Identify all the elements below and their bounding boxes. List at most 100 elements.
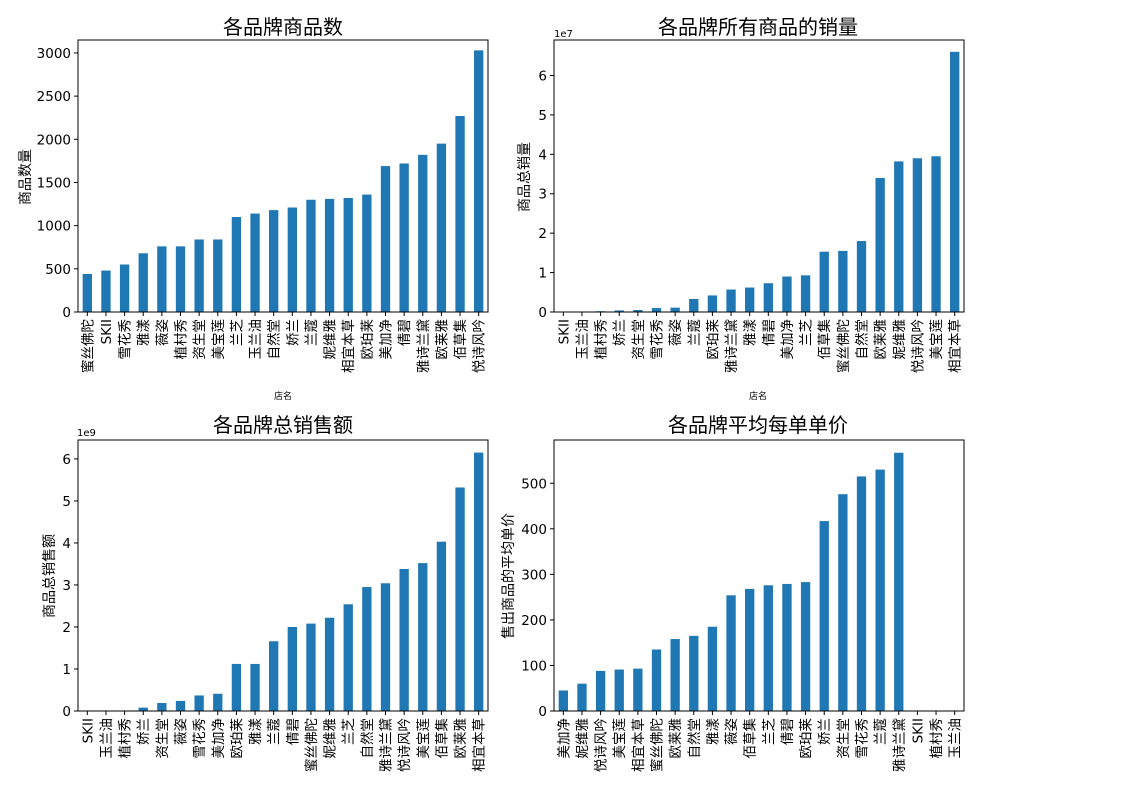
axes-frame bbox=[77, 439, 489, 712]
bar bbox=[175, 700, 186, 711]
bar bbox=[819, 521, 829, 711]
x-tick-label: 雅诗兰黛 bbox=[416, 319, 432, 373]
x-tick-label: 薇姿 bbox=[174, 718, 190, 745]
bar bbox=[726, 289, 736, 312]
x-tick-label: 倩碧 bbox=[780, 718, 796, 745]
bar bbox=[875, 469, 885, 711]
subplot-average-unit-price: 各品牌平均每单单价 售出商品的平均单价 0 100 200 300 400 500 美加净妮… bbox=[501, 413, 965, 772]
subplot-product-count: 各品牌商品数 商品数量 店名 0 500 1000 1500 2000 2500 3000 蜜… bbox=[18, 15, 489, 402]
x-tick-label: 倩碧 bbox=[761, 319, 777, 346]
x-tick-label: 娇兰 bbox=[817, 718, 833, 745]
x-tick-label: 佰草集 bbox=[817, 319, 833, 360]
bar bbox=[763, 283, 773, 312]
y-tick-label: 1000 bbox=[37, 219, 71, 235]
x-tick-label: 相宜本草 bbox=[472, 718, 488, 772]
bar bbox=[101, 270, 111, 312]
y-tick-label: 3 bbox=[538, 187, 547, 203]
y-tick-label: 2000 bbox=[37, 132, 71, 148]
x-tick-label: 欧珀莱 bbox=[705, 319, 721, 360]
y-tick-label: 1 bbox=[62, 662, 71, 678]
bar bbox=[614, 310, 624, 312]
bar bbox=[800, 582, 811, 711]
bar bbox=[157, 703, 167, 711]
bar bbox=[287, 207, 297, 312]
bar bbox=[745, 588, 755, 711]
x-tick-label: 资生堂 bbox=[631, 319, 647, 360]
bar bbox=[856, 241, 867, 312]
bar bbox=[558, 690, 568, 711]
y-tick-label: 200 bbox=[521, 613, 547, 629]
chart-title: 各品牌所有商品的销量 bbox=[658, 15, 858, 39]
x-tick-label: 雅诗兰黛 bbox=[724, 319, 740, 373]
y-tick-label: 0 bbox=[538, 704, 547, 720]
y-tick-label: 0 bbox=[62, 704, 71, 720]
axes-frame bbox=[77, 39, 489, 313]
x-tick-label: 美加净 bbox=[556, 718, 572, 759]
y-tick-label: 5 bbox=[538, 108, 547, 124]
x-tick-label: 欧莱雅 bbox=[668, 718, 684, 759]
y-tick-label: 2500 bbox=[37, 89, 71, 105]
x-tick-label: 美宝莲 bbox=[612, 718, 628, 759]
axes-frame bbox=[553, 439, 965, 712]
bar bbox=[763, 585, 773, 711]
bar bbox=[138, 707, 148, 711]
bar bbox=[138, 253, 148, 312]
x-tick-label: 雪花秀 bbox=[855, 718, 871, 759]
y-tick-label: 2 bbox=[538, 226, 547, 242]
x-tick-label: 玉兰油 bbox=[99, 718, 115, 759]
bar bbox=[399, 568, 409, 711]
bar bbox=[577, 683, 587, 711]
bar bbox=[287, 626, 297, 711]
x-tick-label: 欧珀莱 bbox=[360, 319, 376, 360]
y-tick-label: 300 bbox=[521, 567, 547, 583]
x-tick-label: 雅漾 bbox=[135, 319, 152, 346]
x-tick-label: 雅诗兰黛 bbox=[892, 718, 908, 772]
plot-area: 0 1 2 3 4 5 6 SKII 玉兰油 植村秀 娇兰 资生堂 雪花秀 薇姿 兰蔻 欧珀莱 雅诗兰黛 雅漾 倩碧… bbox=[538, 39, 965, 373]
x-tick-label: 雅漾 bbox=[247, 718, 264, 746]
x-tick-label: 相宜本草 bbox=[631, 718, 647, 772]
x-tick-label: 欧珀莱 bbox=[229, 718, 245, 759]
bar bbox=[343, 198, 353, 312]
bar bbox=[745, 287, 755, 312]
bar bbox=[324, 617, 335, 711]
bar bbox=[157, 246, 167, 312]
bar bbox=[82, 274, 92, 312]
x-tick-label: 雪花秀 bbox=[650, 319, 666, 360]
x-tick-label: 美加净 bbox=[211, 718, 227, 759]
y-axis-label: 商品总销量 bbox=[517, 142, 533, 212]
subplot-total-revenue: 各品牌总销售额 商品总销售额 1e9 0 1 2 3 4 5 6 SKII 玉兰油 植村秀 娇兰 资生… bbox=[42, 413, 489, 772]
x-tick-label: 蜜丝佛陀 bbox=[304, 718, 320, 772]
bar bbox=[250, 213, 260, 312]
x-tick-label: 悦诗风吟 bbox=[910, 319, 926, 373]
x-tick-label: 兰芝 bbox=[229, 319, 245, 346]
bar bbox=[194, 695, 204, 711]
subplot-total-sales-volume: 各品牌所有商品的销量 商品总销量 店名 1e7 0 1 2 3 4 5 6 SKII 玉兰油 植村… bbox=[517, 15, 965, 402]
y-tick-label: 6 bbox=[62, 452, 71, 468]
x-tick-label: 资生堂 bbox=[836, 718, 852, 759]
x-tick-label: 美宝莲 bbox=[929, 319, 945, 360]
x-tick-label: 植村秀 bbox=[174, 319, 190, 360]
bar bbox=[651, 308, 662, 312]
x-tick-label: 自然堂 bbox=[686, 718, 703, 759]
x-tick-label: 兰芝 bbox=[341, 718, 357, 746]
y-axis-label: 商品总销售额 bbox=[42, 534, 58, 618]
x-tick-label: 妮维雅 bbox=[323, 718, 339, 759]
y-tick-label: 500 bbox=[45, 262, 71, 278]
bar bbox=[782, 583, 792, 711]
bar bbox=[250, 663, 260, 711]
x-tick-label: SKII bbox=[910, 718, 926, 743]
bar bbox=[213, 693, 223, 711]
bar bbox=[194, 239, 204, 312]
bar bbox=[689, 298, 699, 312]
x-tick-label: 美宝莲 bbox=[211, 319, 227, 360]
y-tick-label: 4 bbox=[62, 536, 71, 552]
bar bbox=[436, 541, 447, 711]
x-tick-label: 妮维雅 bbox=[575, 718, 591, 759]
x-axis-label: 店名 bbox=[274, 390, 292, 402]
x-tick-label: SKII bbox=[80, 718, 96, 743]
bar bbox=[436, 143, 447, 312]
bar bbox=[213, 239, 223, 312]
x-tick-label: 欧莱雅 bbox=[434, 319, 450, 360]
x-tick-label: 蜜丝佛陀 bbox=[836, 319, 852, 373]
